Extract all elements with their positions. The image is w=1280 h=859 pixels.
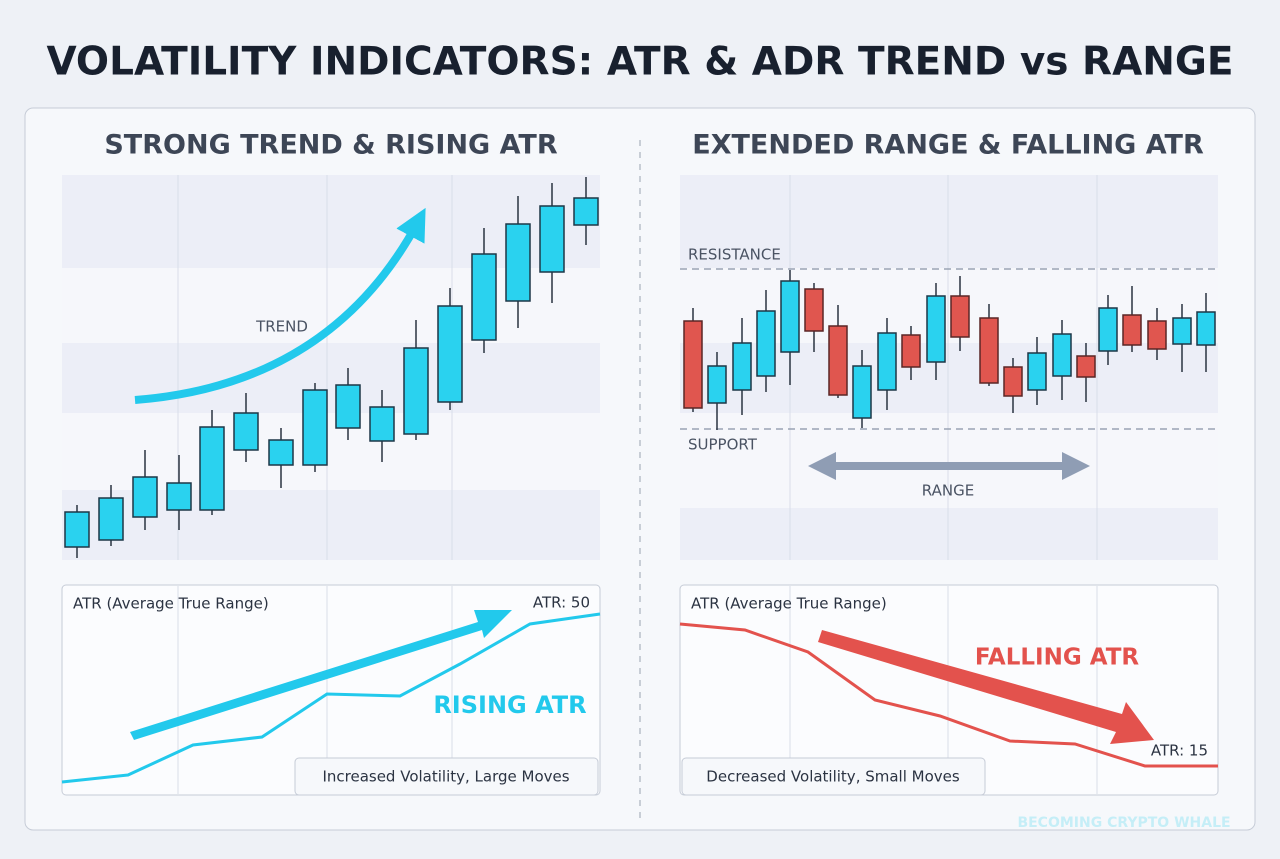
atr-panel: [679, 584, 1219, 796]
atr-annotation: RISING ATR: [433, 691, 586, 719]
atr-annotation: FALLING ATR: [975, 645, 1140, 671]
candles: [683, 270, 1216, 430]
resistance-label: RESISTANCE: [688, 246, 781, 264]
candles: [64, 177, 599, 558]
panel-title: EXTENDED RANGE & FALLING ATR: [692, 130, 1204, 161]
atr-label: ATR (Average True Range): [73, 595, 269, 613]
atr-value: ATR: 50: [533, 594, 590, 612]
panel-title: STRONG TREND & RISING ATR: [104, 130, 557, 161]
atr-note: Increased Volatility, Large Moves: [322, 768, 569, 786]
title: VOLATILITY INDICATORS: ATR & ADR TREND v…: [46, 40, 1233, 85]
atr-panel: [61, 584, 601, 796]
range-label: RANGE: [922, 482, 974, 500]
trend-label: TREND: [255, 318, 308, 336]
watermark: BECOMING CRYPTO WHALE: [1017, 815, 1230, 831]
atr-label: ATR (Average True Range): [691, 595, 887, 613]
support-label: SUPPORT: [688, 436, 758, 454]
atr-note: Decreased Volatility, Small Moves: [706, 768, 960, 786]
atr-value: ATR: 15: [1151, 742, 1208, 760]
trend-arrow: [134, 207, 426, 404]
